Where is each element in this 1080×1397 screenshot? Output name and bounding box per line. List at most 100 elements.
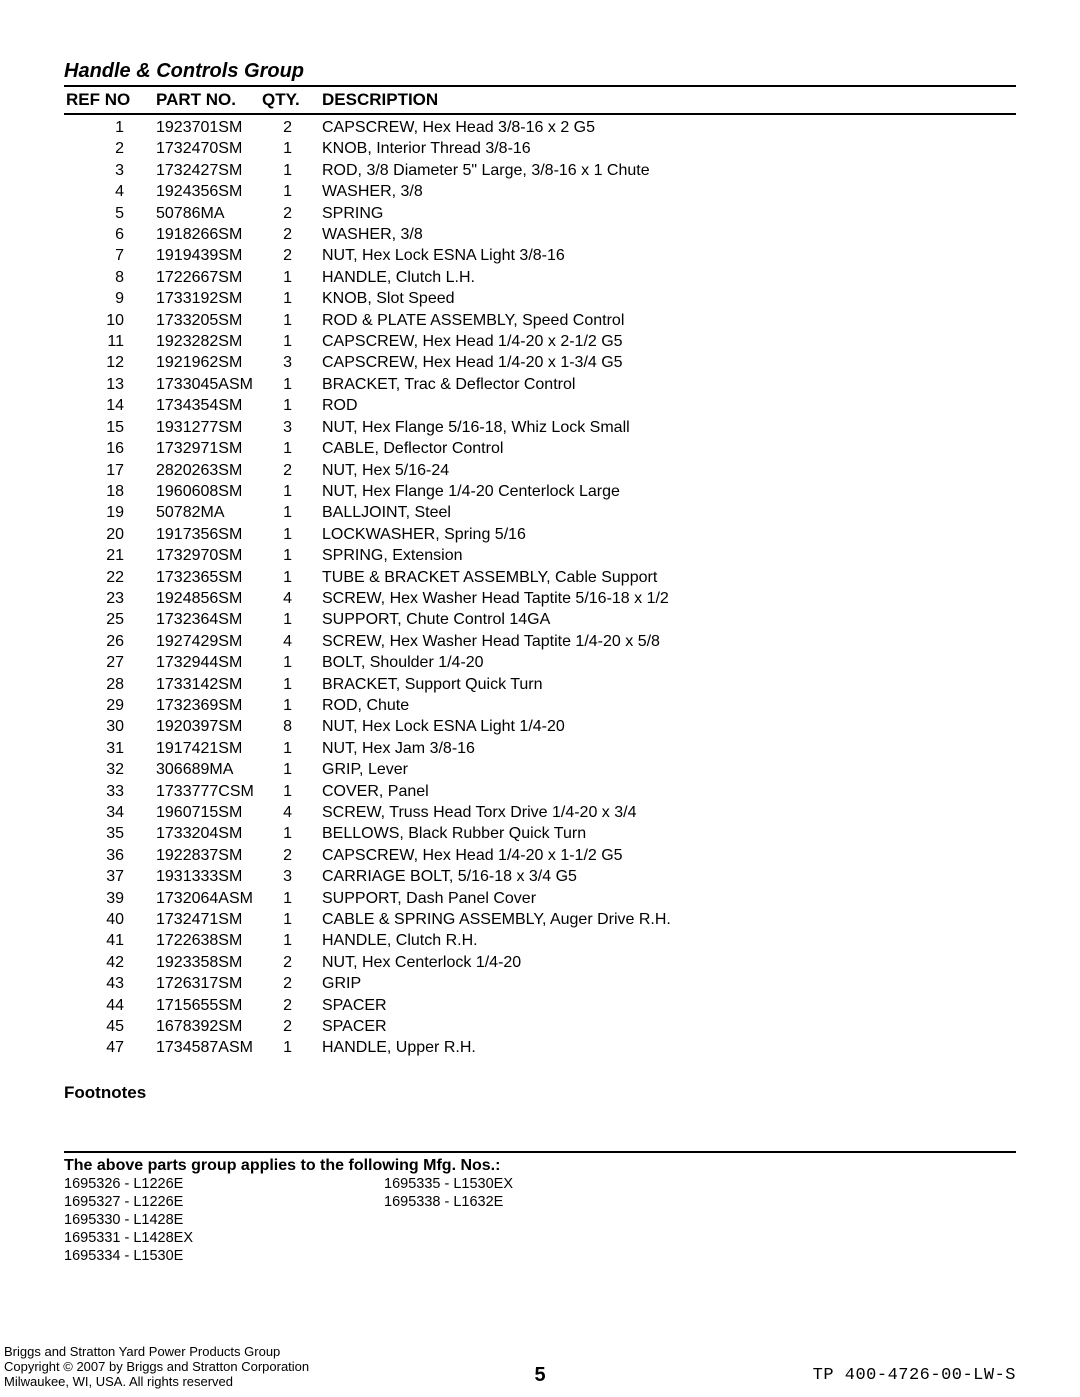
cell-ref: 19	[64, 502, 156, 523]
cell-ref: 8	[64, 267, 156, 288]
table-body: 11923701SM2CAPSCREW, Hex Head 3/8-16 x 2…	[64, 117, 1016, 1059]
cell-part: 1920397SM	[156, 716, 262, 737]
cell-part: 50786MA	[156, 203, 262, 224]
cell-qty: 1	[262, 502, 322, 523]
table-row: 261927429SM4SCREW, Hex Washer Head Tapti…	[64, 631, 1016, 652]
cell-ref: 3	[64, 160, 156, 181]
cell-ref: 45	[64, 1016, 156, 1037]
cell-ref: 26	[64, 631, 156, 652]
table-row: 71919439SM2NUT, Hex Lock ESNA Light 3/8-…	[64, 245, 1016, 266]
cell-desc: CABLE, Deflector Control	[322, 438, 1016, 459]
table-row: 371931333SM3CARRIAGE BOLT, 5/16-18 x 3/4…	[64, 866, 1016, 887]
cell-qty: 1	[262, 738, 322, 759]
cell-ref: 11	[64, 331, 156, 352]
table-row: 172820263SM2NUT, Hex 5/16-24	[64, 460, 1016, 481]
cell-part: 1726317SM	[156, 973, 262, 994]
cell-qty: 1	[262, 652, 322, 673]
cell-desc: KNOB, Slot Speed	[322, 288, 1016, 309]
cell-qty: 1	[262, 759, 322, 780]
cell-qty: 1	[262, 160, 322, 181]
mfg-entry: 1695327 - L1226E	[64, 1193, 384, 1211]
cell-desc: CAPSCREW, Hex Head 1/4-20 x 1-1/2 G5	[322, 845, 1016, 866]
cell-desc: SCREW, Hex Washer Head Taptite 5/16-18 x…	[322, 588, 1016, 609]
cell-part: 1733045ASM	[156, 374, 262, 395]
cell-ref: 9	[64, 288, 156, 309]
cell-desc: WASHER, 3/8	[322, 181, 1016, 202]
cell-desc: BALLJOINT, Steel	[322, 502, 1016, 523]
cell-ref: 28	[64, 674, 156, 695]
cell-desc: HANDLE, Upper R.H.	[322, 1037, 1016, 1058]
cell-desc: CAPSCREW, Hex Head 1/4-20 x 2-1/2 G5	[322, 331, 1016, 352]
cell-ref: 47	[64, 1037, 156, 1058]
mfg-entry: 1695335 - L1530EX	[384, 1175, 704, 1193]
table-row: 131733045ASM1BRACKET, Trac & Deflector C…	[64, 374, 1016, 395]
cell-desc: CABLE & SPRING ASSEMBLY, Auger Drive R.H…	[322, 909, 1016, 930]
cell-qty: 1	[262, 310, 322, 331]
cell-desc: SPRING, Extension	[322, 545, 1016, 566]
table-row: 141734354SM1ROD	[64, 395, 1016, 416]
cell-part: 1732364SM	[156, 609, 262, 630]
mfg-entry: 1695334 - L1530E	[64, 1247, 384, 1265]
table-row: 161732971SM1CABLE, Deflector Control	[64, 438, 1016, 459]
cell-qty: 2	[262, 995, 322, 1016]
cell-ref: 16	[64, 438, 156, 459]
cell-part: 1732970SM	[156, 545, 262, 566]
table-row: 21732470SM1KNOB, Interior Thread 3/8-16	[64, 138, 1016, 159]
table-row: 181960608SM1NUT, Hex Flange 1/4-20 Cente…	[64, 481, 1016, 502]
cell-qty: 1	[262, 888, 322, 909]
mfg-title: The above parts group applies to the fol…	[64, 1157, 1016, 1175]
cell-desc: LOCKWASHER, Spring 5/16	[322, 524, 1016, 545]
cell-ref: 14	[64, 395, 156, 416]
footer-line-3: Milwaukee, WI, USA. All rights reserved	[4, 1374, 309, 1389]
cell-desc: NUT, Hex Jam 3/8-16	[322, 738, 1016, 759]
table-row: 361922837SM2CAPSCREW, Hex Head 1/4-20 x …	[64, 845, 1016, 866]
cell-desc: SPRING	[322, 203, 1016, 224]
table-row: 301920397SM8NUT, Hex Lock ESNA Light 1/4…	[64, 716, 1016, 737]
table-row: 291732369SM1ROD, Chute	[64, 695, 1016, 716]
cell-ref: 7	[64, 245, 156, 266]
cell-desc: BOLT, Shoulder 1/4-20	[322, 652, 1016, 673]
cell-qty: 1	[262, 374, 322, 395]
cell-part: 2820263SM	[156, 460, 262, 481]
table-row: 251732364SM1SUPPORT, Chute Control 14GA	[64, 609, 1016, 630]
mfg-column-2: 1695335 - L1530EX1695338 - L1632E	[384, 1175, 704, 1265]
cell-part: 1919439SM	[156, 245, 262, 266]
cell-part: 1732971SM	[156, 438, 262, 459]
cell-desc: SUPPORT, Dash Panel Cover	[322, 888, 1016, 909]
cell-qty: 2	[262, 224, 322, 245]
table-row: 11923701SM2CAPSCREW, Hex Head 3/8-16 x 2…	[64, 117, 1016, 138]
table-row: 1950782MA1BALLJOINT, Steel	[64, 502, 1016, 523]
cell-qty: 4	[262, 588, 322, 609]
cell-desc: CARRIAGE BOLT, 5/16-18 x 3/4 G5	[322, 866, 1016, 887]
cell-ref: 4	[64, 181, 156, 202]
cell-part: 1732470SM	[156, 138, 262, 159]
cell-qty: 4	[262, 802, 322, 823]
cell-ref: 42	[64, 952, 156, 973]
cell-part: 1922837SM	[156, 845, 262, 866]
cell-part: 1733204SM	[156, 823, 262, 844]
cell-desc: COVER, Panel	[322, 781, 1016, 802]
cell-qty: 1	[262, 481, 322, 502]
cell-qty: 1	[262, 1037, 322, 1058]
cell-ref: 25	[64, 609, 156, 630]
table-row: 61918266SM2WASHER, 3/8	[64, 224, 1016, 245]
table-row: 341960715SM4SCREW, Truss Head Torx Drive…	[64, 802, 1016, 823]
cell-qty: 1	[262, 674, 322, 695]
cell-part: 1715655SM	[156, 995, 262, 1016]
cell-qty: 2	[262, 845, 322, 866]
table-row: 111923282SM1CAPSCREW, Hex Head 1/4-20 x …	[64, 331, 1016, 352]
table-row: 451678392SM2SPACER	[64, 1016, 1016, 1037]
cell-ref: 15	[64, 417, 156, 438]
cell-ref: 6	[64, 224, 156, 245]
cell-part: 1960608SM	[156, 481, 262, 502]
doc-code: TP 400-4726-00-LW-S	[813, 1366, 1016, 1385]
table-row: 221732365SM1TUBE & BRACKET ASSEMBLY, Cab…	[64, 567, 1016, 588]
table-row: 391732064ASM1SUPPORT, Dash Panel Cover	[64, 888, 1016, 909]
table-row: 441715655SM2SPACER	[64, 995, 1016, 1016]
table-row: 201917356SM1LOCKWASHER, Spring 5/16	[64, 524, 1016, 545]
mfg-entry: 1695338 - L1632E	[384, 1193, 704, 1211]
cell-desc: BRACKET, Trac & Deflector Control	[322, 374, 1016, 395]
cell-desc: CAPSCREW, Hex Head 1/4-20 x 1-3/4 G5	[322, 352, 1016, 373]
cell-desc: NUT, Hex Flange 5/16-18, Whiz Lock Small	[322, 417, 1016, 438]
cell-ref: 43	[64, 973, 156, 994]
